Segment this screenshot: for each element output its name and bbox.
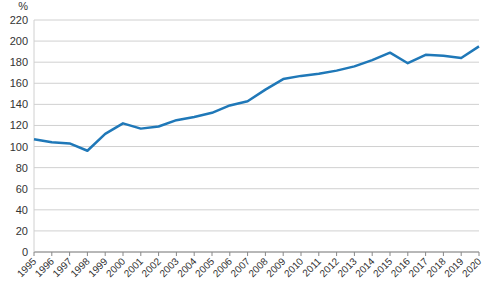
x-tick bbox=[69, 252, 70, 256]
x-tick bbox=[34, 252, 35, 256]
grid-line bbox=[34, 230, 479, 231]
x-tick bbox=[301, 252, 302, 256]
x-tick-label: 2015 bbox=[371, 255, 395, 279]
y-tick-label: 60 bbox=[16, 183, 28, 195]
x-tick-label: 2019 bbox=[442, 255, 466, 279]
x-tick bbox=[105, 252, 106, 256]
x-tick-label: 2002 bbox=[140, 255, 164, 279]
x-tick-label: 1996 bbox=[33, 255, 57, 279]
x-tick-label: 2010 bbox=[282, 255, 306, 279]
x-tick-label: 2004 bbox=[175, 255, 199, 279]
x-tick-label: 2009 bbox=[264, 255, 288, 279]
x-tick-label: 1998 bbox=[68, 255, 92, 279]
x-tick bbox=[425, 252, 426, 256]
x-tick-label: 2017 bbox=[407, 255, 431, 279]
x-tick bbox=[479, 252, 480, 256]
x-tick bbox=[283, 252, 284, 256]
grid-line bbox=[34, 20, 479, 21]
x-axis bbox=[34, 252, 479, 253]
chart: 0204060801001201401601802002201995199619… bbox=[0, 0, 493, 306]
x-tick bbox=[212, 252, 213, 256]
y-tick-label: 200 bbox=[10, 35, 28, 47]
grid-line bbox=[34, 83, 479, 84]
grid-line bbox=[34, 252, 479, 253]
y-tick-label: 40 bbox=[16, 204, 28, 216]
x-tick-label: 2005 bbox=[193, 255, 217, 279]
x-tick-label: 2007 bbox=[229, 255, 253, 279]
grid-line bbox=[34, 41, 479, 42]
x-tick bbox=[158, 252, 159, 256]
x-tick bbox=[247, 252, 248, 256]
x-tick-label: 2006 bbox=[211, 255, 235, 279]
x-tick-label: 2003 bbox=[157, 255, 181, 279]
x-tick bbox=[372, 252, 373, 256]
y-tick-label: 80 bbox=[16, 162, 28, 174]
x-tick bbox=[194, 252, 195, 256]
x-tick-label: 2012 bbox=[318, 255, 342, 279]
x-tick-label: 2013 bbox=[335, 255, 359, 279]
x-tick-label: 2000 bbox=[104, 255, 128, 279]
plot-area bbox=[34, 46, 479, 150]
grid-line bbox=[34, 188, 479, 189]
y-tick-label: 0 bbox=[22, 246, 28, 258]
x-tick bbox=[390, 252, 391, 256]
x-tick bbox=[123, 252, 124, 256]
x-tick-label: 2008 bbox=[246, 255, 270, 279]
x-tick-label: 2001 bbox=[122, 255, 146, 279]
x-tick-label: 2018 bbox=[424, 255, 448, 279]
x-tick bbox=[51, 252, 52, 256]
x-tick bbox=[461, 252, 462, 256]
y-tick-label: 180 bbox=[10, 56, 28, 68]
x-tick-label: 2016 bbox=[389, 255, 413, 279]
x-tick bbox=[265, 252, 266, 256]
x-tick-label: 2020 bbox=[460, 255, 484, 279]
y-tick-label: 100 bbox=[10, 141, 28, 153]
x-tick bbox=[443, 252, 444, 256]
x-tick bbox=[87, 252, 88, 256]
grid-line bbox=[34, 146, 479, 147]
x-tick-label: 1999 bbox=[86, 255, 110, 279]
y-tick-label: 160 bbox=[10, 77, 28, 89]
x-tick bbox=[229, 252, 230, 256]
x-tick bbox=[176, 252, 177, 256]
data-line bbox=[34, 46, 479, 150]
y-tick-label: 140 bbox=[10, 98, 28, 110]
x-tick bbox=[336, 252, 337, 256]
x-tick bbox=[140, 252, 141, 256]
x-tick bbox=[318, 252, 319, 256]
grid-line bbox=[34, 167, 479, 168]
grid-line bbox=[34, 104, 479, 105]
x-tick-label: 1997 bbox=[51, 255, 75, 279]
x-tick-label: 2014 bbox=[353, 255, 377, 279]
y-axis bbox=[34, 20, 35, 252]
y-tick-label: 220 bbox=[10, 14, 28, 26]
x-tick bbox=[354, 252, 355, 256]
y-tick-label: 120 bbox=[10, 119, 28, 131]
grid-line bbox=[34, 209, 479, 210]
y-tick-label: 20 bbox=[16, 225, 28, 237]
grid-line bbox=[34, 125, 479, 126]
x-tick bbox=[407, 252, 408, 256]
y-axis-label: % bbox=[18, 0, 28, 12]
x-tick-label: 1995 bbox=[15, 255, 39, 279]
